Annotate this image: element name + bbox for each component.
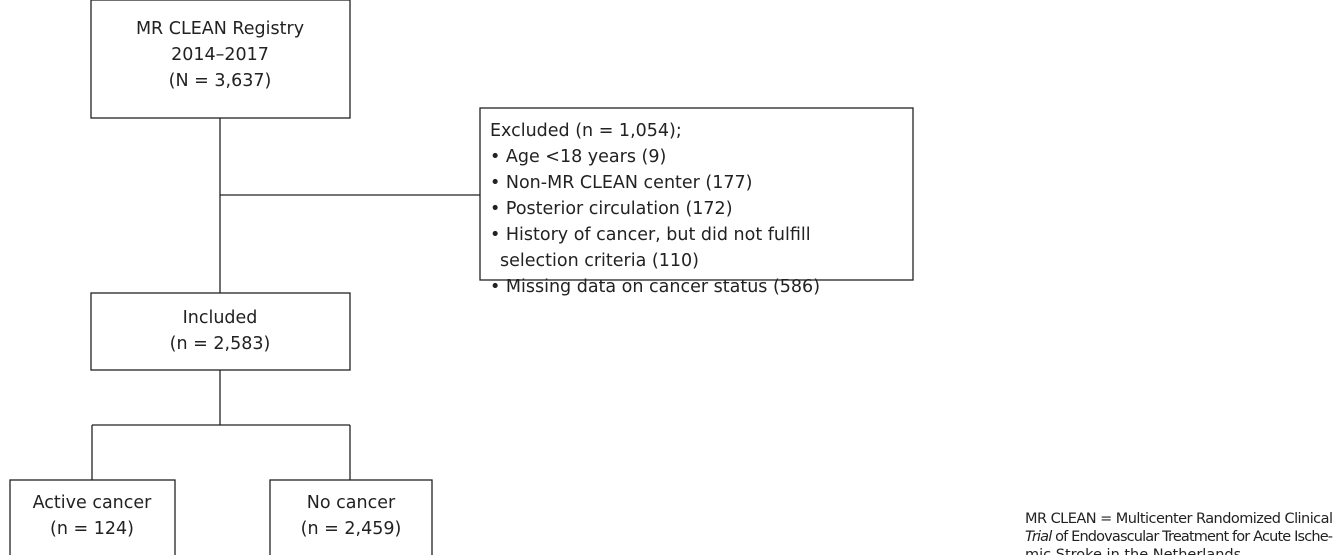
box-text: (n = 2,583) bbox=[170, 334, 271, 354]
connectors bbox=[91, 118, 480, 480]
box-text: Excluded (n = 1,054); bbox=[490, 121, 682, 141]
box-text: • History of cancer, but did not fulfill bbox=[490, 225, 811, 245]
box-text: 2014–2017 bbox=[171, 45, 269, 65]
excluded-box bbox=[479, 107, 914, 281]
box-text: • Age <18 years (9) bbox=[490, 147, 666, 167]
box-text: (n = 2,459) bbox=[301, 519, 402, 539]
box-text: • Missing data on cancer status (586) bbox=[490, 277, 820, 297]
box-text: (n = 124) bbox=[50, 519, 134, 539]
included-box bbox=[90, 292, 351, 371]
box-text: MR CLEAN Registry bbox=[136, 19, 304, 39]
no-cancer-box bbox=[269, 479, 433, 555]
active-cancer-box bbox=[9, 479, 176, 555]
box-text: Active cancer bbox=[33, 493, 153, 513]
footnote: MR CLEAN = Multicenter Randomized Clinic… bbox=[1025, 511, 1333, 527]
box-text: • Non-MR CLEAN center (177) bbox=[490, 173, 752, 193]
registry-box bbox=[90, 0, 351, 119]
footnote-text: of Endovascular Treatment for Acute Isch… bbox=[1051, 529, 1333, 545]
box-text: (N = 3,637) bbox=[169, 71, 272, 91]
footnote-italic: Trial bbox=[1025, 529, 1052, 545]
box-text: selection criteria (110) bbox=[500, 251, 699, 271]
box-text: Included bbox=[183, 308, 258, 328]
footnote: Trial of Endovascular Treatment for Acut… bbox=[1025, 529, 1333, 545]
box-text: • Posterior circulation (172) bbox=[490, 199, 733, 219]
box-text: No cancer bbox=[307, 493, 396, 513]
footnote: mic Stroke in the Netherlands bbox=[1025, 547, 1241, 555]
